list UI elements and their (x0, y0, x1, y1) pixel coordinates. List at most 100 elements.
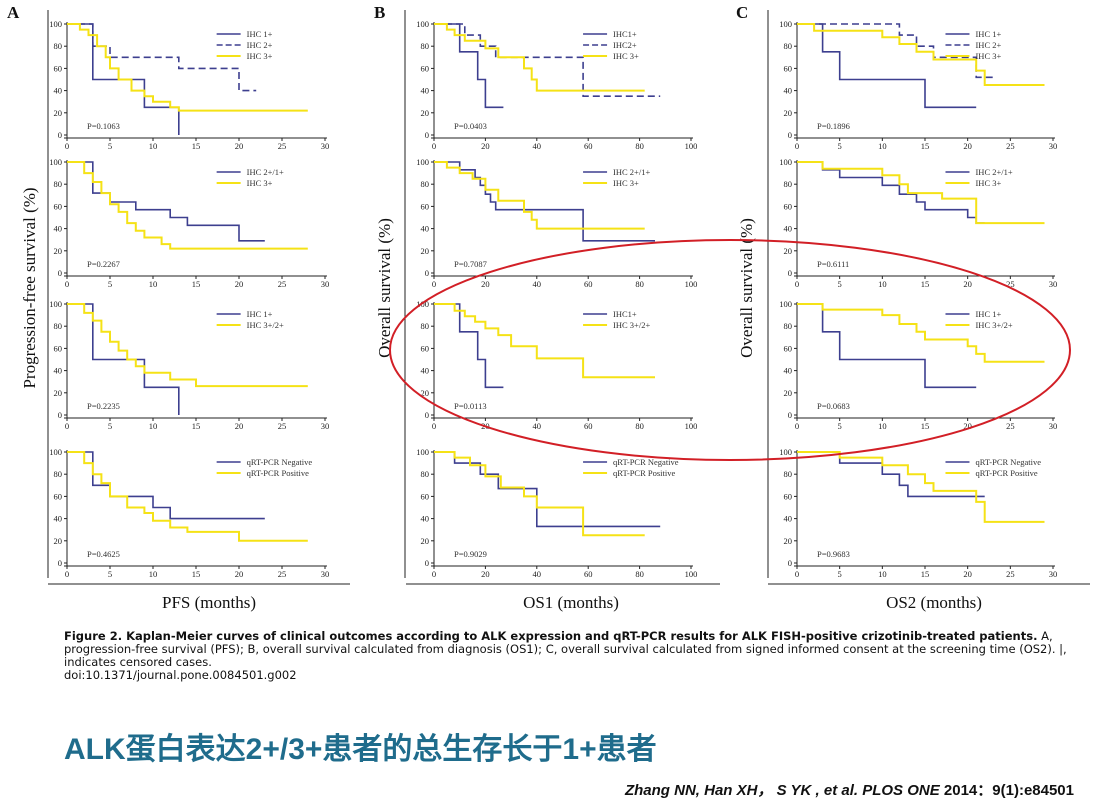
survival-curve (434, 303, 504, 389)
survival-curve (67, 303, 180, 415)
x-tick-label: 15 (192, 569, 201, 579)
x-tick-label: 20 (235, 569, 244, 579)
citation-authors-journal: Zhang NN, Han XH， S YK , et al. PLOS ONE (624, 782, 940, 799)
x-tick-label: 0 (65, 279, 69, 289)
p-value-label: P=0.9029 (454, 549, 487, 559)
y-tick-label: 80 (421, 469, 430, 479)
x-axis-title: OS2 (months) (886, 593, 982, 612)
legend-label: IHC 3+/2+ (247, 320, 284, 330)
p-value-label: P=0.0113 (454, 401, 487, 411)
y-tick-label: 60 (421, 63, 430, 73)
survival-curve (797, 303, 977, 389)
y-tick-label: 20 (54, 536, 63, 546)
p-value-label: P=0.6111 (817, 259, 849, 269)
y-tick-label: 0 (425, 410, 429, 420)
y-tick-label: 40 (54, 86, 63, 96)
km-panel-C3: 0 20 40 60 80 100 0 5 10 15 20 25 30 IHC 1+IHC 3+/2+ P… (779, 299, 1057, 431)
x-tick-label: 0 (795, 569, 799, 579)
y-tick-label: 100 (779, 299, 792, 309)
y-tick-label: 80 (54, 469, 63, 479)
y-tick-label: 40 (784, 86, 793, 96)
legend-label: IHC 2+/1+ (975, 167, 1012, 177)
x-tick-label: 10 (149, 279, 158, 289)
p-value-label: P=0.2235 (87, 401, 120, 411)
km-panel-B4: 0 20 40 60 80 100 0 20 40 60 80 100 qRT-PCR Negative… (416, 447, 697, 579)
x-tick-label: 15 (192, 279, 201, 289)
km-panel-A1: 0 20 40 60 80 100 0 5 10 15 20 25 30 IHC 1+IHC 2+IHC … (49, 19, 329, 151)
x-tick-label: 20 (963, 279, 972, 289)
x-tick-label: 10 (878, 569, 887, 579)
x-tick-label: 10 (878, 421, 887, 431)
citation-year-volume: 2014：9(1):e84501 (939, 782, 1074, 799)
y-tick-label: 80 (421, 41, 430, 51)
survival-curve (434, 23, 504, 109)
survival-curve (797, 23, 1045, 86)
y-tick-label: 100 (779, 447, 792, 457)
y-tick-label: 80 (784, 469, 793, 479)
y-tick-label: 100 (416, 447, 429, 457)
x-tick-label: 0 (795, 141, 799, 151)
y-tick-label: 0 (788, 558, 792, 568)
legend-label: qRT-PCR Negative (975, 457, 1041, 467)
x-tick-label: 20 (963, 569, 972, 579)
y-axis-title: Progression-free survival (%) (20, 187, 39, 388)
p-value-label: P=0.2267 (87, 259, 120, 269)
y-tick-label: 60 (421, 201, 430, 211)
y-tick-label: 80 (54, 321, 63, 331)
legend-label: qRT-PCR Positive (613, 468, 675, 478)
survival-curve (797, 161, 985, 224)
x-tick-label: 30 (321, 141, 330, 151)
y-tick-label: 80 (784, 41, 793, 51)
x-tick-label: 5 (838, 569, 842, 579)
x-tick-label: 100 (685, 141, 698, 151)
y-tick-label: 80 (421, 179, 430, 189)
x-tick-label: 15 (921, 569, 930, 579)
legend-label: IHC 1+ (247, 309, 273, 319)
y-tick-label: 40 (421, 514, 430, 524)
x-tick-label: 5 (108, 141, 112, 151)
y-tick-label: 0 (425, 130, 429, 140)
x-tick-label: 25 (278, 421, 287, 431)
x-tick-label: 100 (685, 279, 698, 289)
y-tick-label: 40 (784, 366, 793, 376)
x-tick-label: 80 (635, 141, 644, 151)
y-tick-label: 100 (779, 19, 792, 29)
x-tick-label: 25 (278, 141, 287, 151)
legend-label: IHC 2+ (975, 40, 1001, 50)
y-tick-label: 40 (54, 224, 63, 234)
survival-curve (797, 303, 1045, 363)
y-tick-label: 60 (784, 63, 793, 73)
p-value-label: P=0.0403 (454, 121, 487, 131)
y-tick-label: 0 (58, 130, 62, 140)
y-tick-label: 40 (421, 86, 430, 96)
y-tick-label: 20 (421, 536, 430, 546)
x-tick-label: 5 (838, 279, 842, 289)
x-tick-label: 20 (481, 279, 490, 289)
x-tick-label: 80 (635, 421, 644, 431)
legend-label: IHC 1+ (975, 309, 1001, 319)
x-tick-label: 60 (584, 421, 593, 431)
figure-labels: A B C Progression-free survival (%) Overall … (7, 3, 1090, 612)
x-tick-label: 5 (108, 569, 112, 579)
legend-label: IHC 3+ (975, 178, 1001, 188)
legend-label: qRT-PCR Positive (975, 468, 1037, 478)
survival-curve (434, 161, 645, 230)
y-tick-label: 20 (54, 108, 63, 118)
survival-curve (797, 451, 1045, 523)
km-panel-A3: 0 20 40 60 80 100 0 5 10 15 20 25 30 IHC 1+IHC 3+/2+ P… (49, 299, 329, 431)
x-tick-label: 30 (1049, 279, 1058, 289)
legend-label: IHC2+ (613, 40, 637, 50)
km-panel-C1: 0 20 40 60 80 100 0 5 10 15 20 25 30 IHC 1+IHC 2+IHC … (779, 19, 1057, 151)
x-tick-label: 25 (1006, 279, 1015, 289)
y-tick-label: 80 (54, 179, 63, 189)
y-tick-label: 100 (416, 19, 429, 29)
y-tick-label: 20 (54, 388, 63, 398)
y-tick-label: 20 (784, 388, 793, 398)
y-tick-label: 0 (58, 268, 62, 278)
survival-curve (434, 23, 645, 92)
y-tick-label: 100 (49, 157, 62, 167)
figure-caption: Figure 2. Kaplan-Meier curves of clinica… (64, 630, 1094, 682)
survival-curve (797, 23, 994, 79)
